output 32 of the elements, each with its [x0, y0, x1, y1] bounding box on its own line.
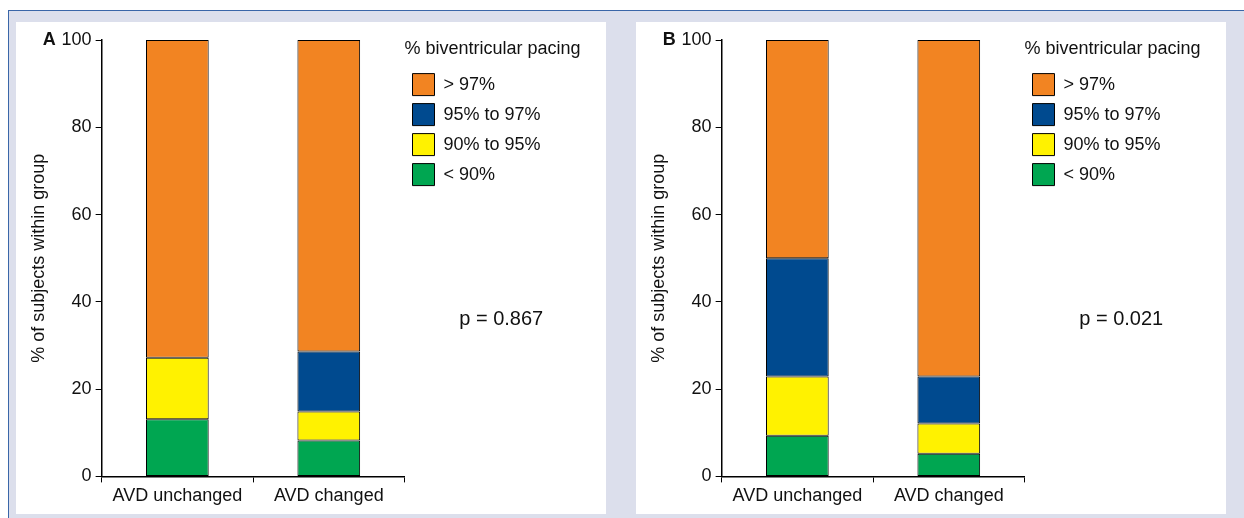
- legend-label: 90% to 95%: [1063, 133, 1161, 154]
- legend-label: 90% to 95%: [443, 133, 541, 154]
- legend-title: % biventricular pacing: [404, 37, 581, 58]
- y-axis-title: % of subjects within group: [27, 153, 48, 363]
- text: p = 0.867: [459, 306, 544, 329]
- legend-label: 95% to 97%: [443, 103, 541, 124]
- y-tick-label: 0: [701, 465, 712, 486]
- y-tick-label: 40: [691, 290, 712, 311]
- y-tick-label: 40: [71, 290, 92, 311]
- chart-title: B: [662, 28, 676, 49]
- y-tick-label: 100: [61, 28, 92, 49]
- legend-title: % biventricular pacing: [1024, 37, 1201, 58]
- y-tick-label: 60: [71, 203, 92, 224]
- y-tick-label: 80: [71, 116, 92, 137]
- x-tick-label: AVD changed: [893, 485, 1004, 506]
- legend-label: 95% to 97%: [1063, 103, 1161, 124]
- legend-label: < 90%: [443, 163, 496, 184]
- legend-label: > 97%: [1063, 73, 1116, 94]
- y-tick-label: 0: [81, 465, 92, 486]
- legend-label: > 97%: [443, 73, 496, 94]
- x-tick-label: AVD changed: [273, 485, 384, 506]
- y-tick-label: 60: [691, 203, 712, 224]
- y-tick-label: 20: [691, 378, 712, 399]
- x-tick-label: AVD unchanged: [732, 485, 863, 506]
- y-tick-label: 20: [71, 378, 92, 399]
- x-tick-label: AVD unchanged: [112, 485, 243, 506]
- text: p = 0.021: [1079, 306, 1164, 329]
- legend-label: < 90%: [1063, 163, 1116, 184]
- y-tick-label: 100: [681, 28, 712, 49]
- y-axis-title: % of subjects within group: [647, 153, 668, 363]
- chart-title: A: [42, 28, 56, 49]
- y-tick-label: 80: [691, 116, 712, 137]
